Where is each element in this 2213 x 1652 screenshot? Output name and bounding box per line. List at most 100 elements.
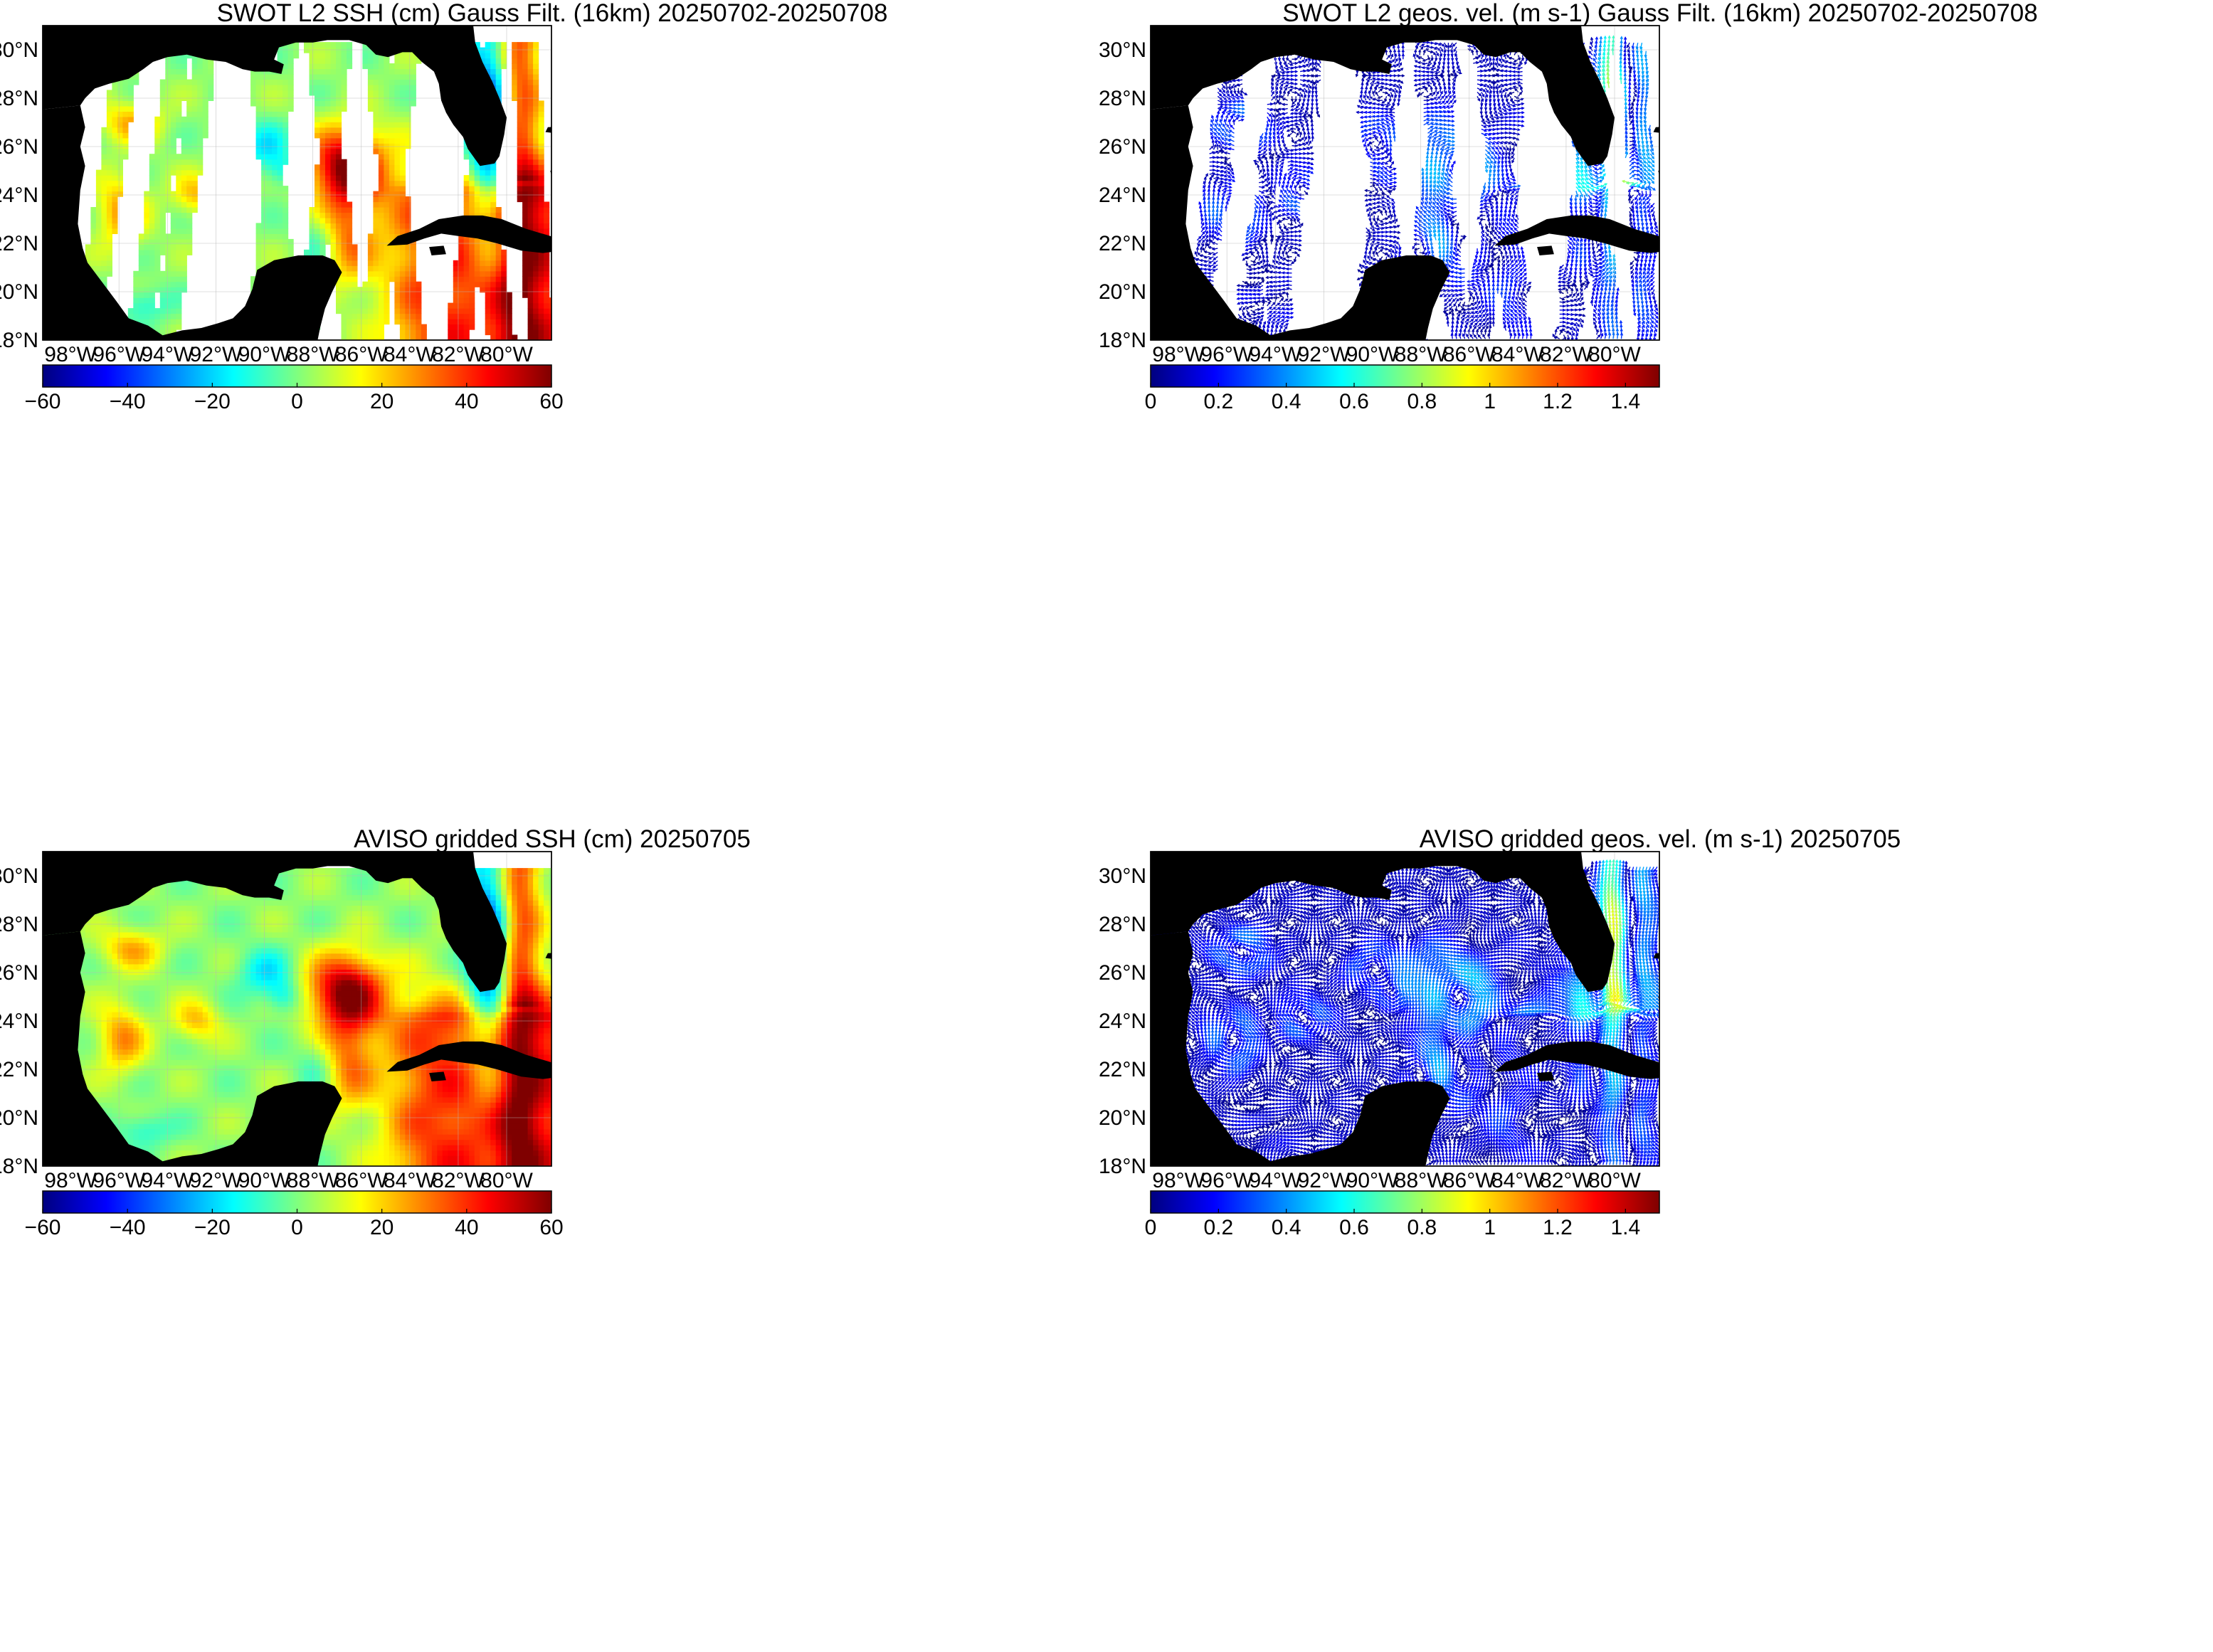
lon-tick-label: 98°W xyxy=(1152,1169,1205,1192)
lon-tick-label: 96°W xyxy=(1200,1169,1253,1192)
panel-title: AVISO gridded SSH (cm) 20250705 xyxy=(354,825,751,853)
land-mask xyxy=(43,26,551,340)
map-area: 30°N 28°N 26°N 24°N 22°N 20°N 18°N 98°W96°W94°W… xyxy=(0,851,552,1192)
lat-tick-label: 28°N xyxy=(0,913,38,936)
colorbar-tick-label: 0 xyxy=(1145,1216,1157,1239)
colorbar-tick-label: 1.4 xyxy=(1610,1216,1640,1239)
lon-tick-label: 86°W xyxy=(335,343,388,366)
colorbar-tick-label: 0 xyxy=(291,390,303,413)
land-cuba xyxy=(386,1041,551,1079)
colorbar-gradient xyxy=(1150,1190,1660,1214)
colorbar-tick-label: 1 xyxy=(1484,390,1496,413)
lon-tick-label: 98°W xyxy=(1152,343,1205,366)
panel-title: SWOT L2 geos. vel. (m s-1) Gauss Filt. (… xyxy=(1282,0,2038,27)
panel-swot-velocity: SWOT L2 geos. vel. (m s-1) Gauss Filt. (… xyxy=(1099,0,2213,826)
lat-tick-label: 26°N xyxy=(0,135,38,159)
lat-tick-label: 24°N xyxy=(1099,1010,1146,1033)
lat-tick-label: 20°N xyxy=(0,1106,38,1130)
lon-tick-label: 94°W xyxy=(142,1169,194,1192)
land-andros xyxy=(1658,996,1659,1002)
lat-tick-label: 22°N xyxy=(0,232,38,255)
panel-aviso-ssh: AVISO gridded SSH (cm) 20250705 30°N 28°N… xyxy=(0,825,1110,1652)
lon-tick-label: 80°W xyxy=(1588,343,1641,366)
map-area: 30°N 28°N 26°N 24°N 22°N 20°N 18°N 98°W96°W94°W… xyxy=(0,25,552,366)
lon-tick-label: 80°W xyxy=(480,1169,533,1192)
lat-tick-label: 30°N xyxy=(0,38,38,62)
lon-tick-label: 88°W xyxy=(287,343,339,366)
colorbar-tick-label: 40 xyxy=(455,390,478,413)
colorbar-tick-label: −40 xyxy=(110,1216,146,1239)
lat-tick-label: 20°N xyxy=(1099,280,1146,304)
lon-tick-label: 90°W xyxy=(238,1169,291,1192)
land-cuba xyxy=(386,215,551,253)
panel-title: SWOT L2 SSH (cm) Gauss Filt. (16km) 2025… xyxy=(217,0,888,27)
colorbar-tick-label: 0.8 xyxy=(1407,390,1437,413)
colorbar-tick-label: −60 xyxy=(25,390,61,413)
lon-tick-label: 92°W xyxy=(1298,343,1351,366)
lat-tick-label: 18°N xyxy=(1099,1155,1146,1178)
colorbar-tick-label: 0.6 xyxy=(1339,390,1369,413)
colorbar: −60 −40 −20 0 20 40 60 xyxy=(25,1190,564,1239)
lat-tick-label: 24°N xyxy=(1099,184,1146,207)
lon-tick-label: 88°W xyxy=(287,1169,339,1192)
land-bahamas xyxy=(545,953,551,959)
map-svg: SWOT L2 SSH (cm) Gauss Filt. (16km) 2025… xyxy=(0,0,888,413)
colorbar: 0 0.2 0.4 0.6 0.8 1 1.2 1.4 xyxy=(1145,1190,1660,1239)
colorbar-tick-label: −20 xyxy=(194,1216,231,1239)
land-cuba xyxy=(1494,1041,1659,1079)
lat-tick-label: 22°N xyxy=(1099,1058,1146,1081)
colorbar-tick-label: 1 xyxy=(1484,1216,1496,1239)
colorbar-tick-label: 40 xyxy=(455,1216,478,1239)
land-isla-juventud xyxy=(429,1071,446,1081)
land-andros xyxy=(1658,170,1659,176)
colorbar-tick-label: 60 xyxy=(539,1216,563,1239)
map-area: 30°N 28°N 26°N 24°N 22°N 20°N 18°N 98°W96°W94°W… xyxy=(1099,25,1660,366)
colorbar-tick-label: −20 xyxy=(194,390,231,413)
lat-tick-label: 30°N xyxy=(1099,38,1146,62)
panel-title: AVISO gridded geos. vel. (m s-1) 2025070… xyxy=(1420,825,1901,853)
lon-tick-label: 84°W xyxy=(384,1169,436,1192)
colorbar-gradient xyxy=(1150,364,1660,388)
land-bahamas xyxy=(545,127,551,133)
map-svg: AVISO gridded geos. vel. (m s-1) 2025070… xyxy=(1099,825,1901,1239)
lat-tick-label: 24°N xyxy=(0,1010,38,1033)
lon-tick-label: 98°W xyxy=(44,343,97,366)
lat-tick-label: 28°N xyxy=(1099,913,1146,936)
lat-tick-label: 28°N xyxy=(1099,87,1146,110)
lon-tick-label: 96°W xyxy=(93,343,145,366)
lon-tick-label: 94°W xyxy=(1250,1169,1302,1192)
map-svg: SWOT L2 geos. vel. (m s-1) Gauss Filt. (… xyxy=(1099,0,2038,413)
lat-tick-label: 26°N xyxy=(0,961,38,985)
land-mask xyxy=(1151,852,1659,1166)
colorbar-tick-label: −60 xyxy=(25,1216,61,1239)
colorbar-tick-label: 0.2 xyxy=(1203,1216,1233,1239)
lat-tick-label: 22°N xyxy=(1099,232,1146,255)
land-andros xyxy=(550,996,551,1002)
lon-tick-label: 94°W xyxy=(142,343,194,366)
lat-tick-label: 30°N xyxy=(1099,864,1146,888)
land-isla-juventud xyxy=(1537,245,1554,255)
land-mask xyxy=(1151,26,1659,340)
land-mexico xyxy=(43,105,342,340)
colorbar-tick-label: 0 xyxy=(291,1216,303,1239)
colorbar-tick-label: 60 xyxy=(539,390,563,413)
panel-swot-ssh: SWOT L2 SSH (cm) Gauss Filt. (16km) 2025… xyxy=(0,0,1110,826)
land-andros xyxy=(550,170,551,176)
colorbar-tick-label: 0.2 xyxy=(1203,390,1233,413)
lon-tick-label: 82°W xyxy=(1540,1169,1593,1192)
lon-tick-label: 96°W xyxy=(1200,343,1253,366)
lon-tick-label: 92°W xyxy=(190,343,243,366)
land-cuba xyxy=(1494,215,1659,253)
colorbar-tick-label: 0.6 xyxy=(1339,1216,1369,1239)
lon-tick-label: 92°W xyxy=(1298,1169,1351,1192)
land-mexico xyxy=(1151,105,1450,340)
colorbar-tick-label: −40 xyxy=(110,390,146,413)
colorbar-tick-label: 0.4 xyxy=(1272,390,1301,413)
graticule xyxy=(1151,26,1659,340)
lat-tick-label: 24°N xyxy=(0,184,38,207)
lon-tick-label: 86°W xyxy=(1443,343,1496,366)
land-mexico xyxy=(1151,931,1450,1166)
land-usa xyxy=(1151,26,1615,166)
lat-tick-label: 20°N xyxy=(1099,1106,1146,1130)
lon-tick-label: 92°W xyxy=(190,1169,243,1192)
